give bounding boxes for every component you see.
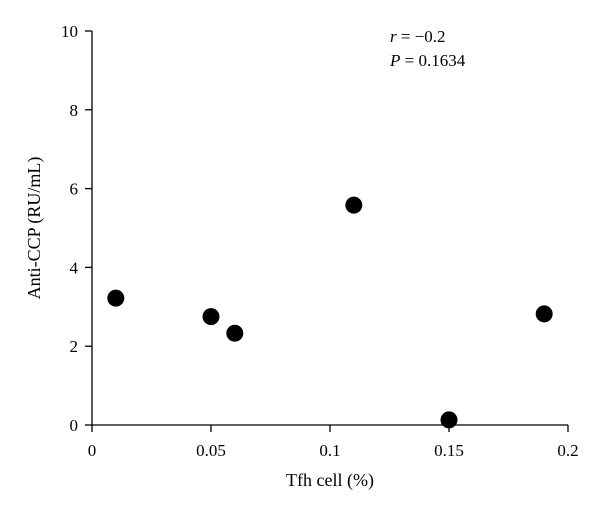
data-points xyxy=(107,196,553,429)
x-tick-label: 0.05 xyxy=(196,441,226,460)
data-point xyxy=(107,289,125,307)
y-tick-label: 2 xyxy=(70,337,79,356)
axes xyxy=(91,31,568,426)
data-point xyxy=(226,324,244,342)
y-tick-label: 4 xyxy=(70,258,79,277)
y-axis-label: Anti-CCP (RU/mL) xyxy=(24,157,45,300)
x-tick-label: 0.15 xyxy=(434,441,464,460)
data-point xyxy=(202,308,220,326)
p-value: = 0.1634 xyxy=(400,51,465,70)
data-point xyxy=(345,196,363,214)
p-value-annotation: P = 0.1634 xyxy=(389,51,466,70)
r-symbol: r xyxy=(390,27,397,46)
y-ticks: 0 2 4 6 8 10 xyxy=(61,22,92,435)
y-tick-label: 10 xyxy=(61,22,78,41)
x-tick-label: 0.1 xyxy=(319,441,340,460)
y-tick-label: 6 xyxy=(70,180,79,199)
x-axis-label: Tfh cell (%) xyxy=(286,470,374,491)
r-value: = −0.2 xyxy=(397,27,446,46)
x-ticks: 0 0.05 0.1 0.15 0.2 xyxy=(88,425,579,460)
correlation-annotation: r = −0.2 xyxy=(390,27,446,46)
x-tick-label: 0 xyxy=(88,441,97,460)
data-point xyxy=(535,305,553,323)
x-tick-label: 0.2 xyxy=(557,441,578,460)
y-tick-label: 0 xyxy=(70,416,79,435)
y-tick-label: 8 xyxy=(70,101,79,120)
data-point xyxy=(440,411,458,429)
p-symbol: P xyxy=(389,51,400,70)
